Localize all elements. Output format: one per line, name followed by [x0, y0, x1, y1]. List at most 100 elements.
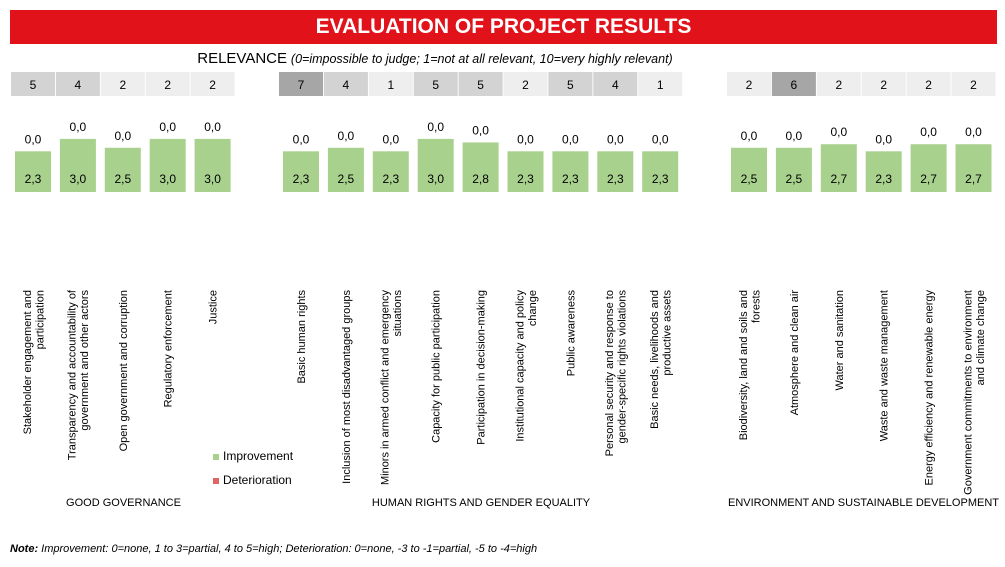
deterioration-value: 0,0	[920, 125, 937, 139]
improvement-value: 2,5	[338, 172, 355, 186]
improvement-bar	[327, 147, 364, 192]
category-label: Basic human rights	[296, 290, 308, 384]
relevance-value: 2	[119, 78, 126, 92]
category-label: Personal security and response togender-…	[604, 290, 629, 457]
deterioration-value: 0,0	[338, 129, 355, 143]
relevance-cell	[951, 72, 996, 96]
improvement-bar	[731, 147, 767, 192]
relevance-cell	[771, 72, 816, 96]
improvement-value: 2,5	[741, 172, 758, 186]
category-label: Stakeholder engagement andparticipation	[22, 290, 47, 434]
relevance-cell	[279, 72, 323, 96]
relevance-value: 6	[791, 78, 798, 92]
relevance-value: 2	[209, 78, 216, 92]
relevance-value: 5	[567, 78, 574, 92]
improvement-value: 2,3	[382, 172, 399, 186]
footnote-text: Improvement: 0=none, 1 to 3=partial, 4 t…	[38, 543, 538, 555]
improvement-bar	[283, 151, 319, 192]
relevance-value: 7	[298, 78, 305, 92]
relevance-cell	[458, 72, 503, 96]
improvement-bar	[507, 151, 544, 192]
category-label: Minors in armed conflict and emergencysi…	[380, 290, 405, 486]
deterioration-value: 0,0	[427, 120, 444, 134]
improvement-bar	[104, 147, 141, 192]
relevance-value: 2	[164, 78, 171, 92]
deterioration-value: 0,0	[159, 120, 176, 134]
footnote: Note: Improvement: 0=none, 1 to 3=partia…	[10, 543, 537, 555]
improvement-bar	[597, 151, 634, 192]
relevance-note: (0=impossible to judge; 1=not at all rel…	[290, 52, 673, 66]
category-label: Capacity for public participation	[431, 290, 443, 443]
deterioration-value: 0,0	[652, 132, 669, 146]
deterioration-value: 0,0	[70, 120, 87, 134]
category-label: Inclusion of most disadvantaged groups	[341, 290, 353, 484]
relevance-cell	[593, 72, 638, 96]
improvement-bar	[552, 151, 589, 192]
relevance-cell	[727, 72, 771, 96]
deterioration-value: 0,0	[607, 132, 624, 146]
improvement-value: 2,3	[562, 172, 579, 186]
legend-deterioration-swatch	[213, 477, 219, 484]
relevance-cell	[55, 72, 100, 96]
category-label: Waste and waste management	[879, 290, 891, 441]
relevance-label: RELEVANCE	[197, 50, 288, 67]
deterioration-value: 0,0	[965, 125, 982, 139]
deterioration-value: 0,0	[741, 129, 758, 143]
relevance-value: 5	[432, 78, 439, 92]
relevance-value: 2	[925, 78, 932, 92]
improvement-bar	[642, 151, 679, 192]
deterioration-value: 0,0	[382, 132, 399, 146]
relevance-value: 4	[343, 78, 350, 92]
relevance-value: 2	[746, 78, 753, 92]
improvement-value: 3,0	[159, 172, 176, 186]
category-label: Public awareness	[565, 290, 577, 377]
deterioration-value: 0,0	[114, 129, 131, 143]
relevance-value: 5	[477, 78, 484, 92]
relevance-header: RELEVANCE (0=impossible to judge; 1=not …	[0, 50, 870, 67]
deterioration-value: 0,0	[830, 125, 847, 139]
improvement-bar	[149, 138, 186, 192]
improvement-value: 2,3	[607, 172, 624, 186]
improvement-value: 2,3	[25, 172, 42, 186]
deterioration-value: 0,0	[517, 132, 534, 146]
relevance-cell	[413, 72, 458, 96]
relevance-cell	[368, 72, 413, 96]
deterioration-value: 0,0	[786, 129, 803, 143]
improvement-bar	[462, 142, 499, 192]
legend-improvement-label: Improvement	[223, 449, 294, 463]
relevance-value: 1	[657, 78, 664, 92]
deterioration-value: 0,0	[293, 132, 310, 146]
category-label: Atmosphere and clean air	[789, 290, 801, 416]
legend-improvement-swatch	[213, 453, 219, 460]
category-label: Biodiversity, land and soils andforests	[738, 290, 763, 441]
relevance-cell	[11, 72, 55, 96]
group-label-environment: ENVIRONMENT AND SUSTAINABLE DEVELOPMENT	[728, 497, 999, 509]
relevance-cell	[638, 72, 683, 96]
relevance-value: 1	[387, 78, 394, 92]
improvement-value: 2,3	[652, 172, 669, 186]
improvement-value: 2,3	[517, 172, 534, 186]
deterioration-value: 0,0	[25, 132, 42, 146]
improvement-bar	[910, 144, 947, 192]
relevance-value: 5	[30, 78, 37, 92]
category-label: Justice	[208, 290, 220, 324]
deterioration-value: 0,0	[562, 132, 579, 146]
legend-deterioration-label: Deterioration	[223, 473, 292, 487]
improvement-value: 2,3	[293, 172, 310, 186]
relevance-value: 2	[522, 78, 529, 92]
improvement-value: 3,0	[427, 172, 444, 186]
relevance-cell	[548, 72, 593, 96]
title-banner: EVALUATION OF PROJECT RESULTS	[10, 10, 997, 44]
relevance-cell	[503, 72, 548, 96]
category-label: Regulatory enforcement	[163, 290, 175, 407]
relevance-value: 2	[835, 78, 842, 92]
improvement-bar	[955, 144, 992, 192]
relevance-cell	[816, 72, 861, 96]
category-label: Basic needs, livelihoods andproductive a…	[649, 290, 674, 429]
legend-improvement: Improvement	[213, 449, 293, 463]
group-label-governance: GOOD GOVERNANCE	[66, 497, 181, 509]
improvement-bar	[15, 151, 51, 192]
improvement-value: 3,0	[204, 172, 221, 186]
improvement-bar	[417, 138, 454, 192]
